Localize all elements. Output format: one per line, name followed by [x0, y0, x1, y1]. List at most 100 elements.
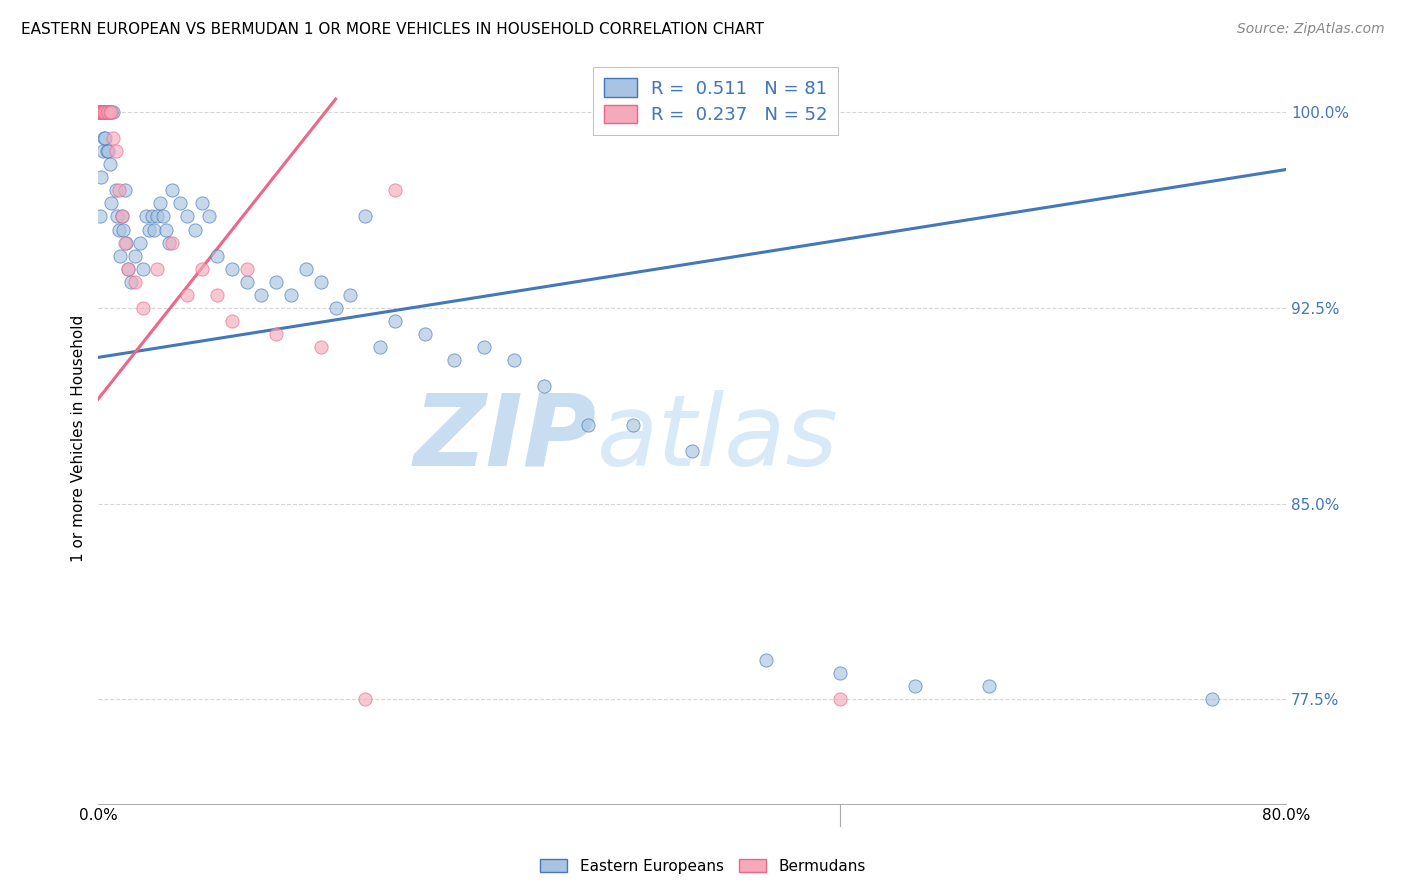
Point — [101, 131, 124, 145]
Point — [89, 105, 111, 120]
Point — [96, 105, 118, 120]
Point — [90, 105, 112, 120]
Point — [89, 105, 111, 120]
Point — [94, 105, 117, 120]
Point — [114, 183, 136, 197]
Point — [91, 105, 114, 120]
Point — [621, 418, 644, 433]
Point — [176, 287, 198, 301]
Point — [90, 105, 112, 120]
Point — [87, 105, 110, 120]
Point — [143, 222, 166, 236]
Point — [339, 287, 361, 301]
Point — [97, 105, 120, 120]
Point — [101, 105, 124, 120]
Point — [96, 145, 118, 159]
Point — [502, 353, 524, 368]
Point — [98, 157, 121, 171]
Point — [681, 444, 703, 458]
Point — [830, 692, 852, 706]
Point — [90, 105, 112, 120]
Point — [105, 210, 128, 224]
Point — [191, 196, 214, 211]
Point — [830, 666, 852, 681]
Point — [146, 210, 169, 224]
Point — [96, 105, 118, 120]
Point — [89, 105, 111, 120]
Point — [131, 301, 153, 315]
Point — [94, 105, 117, 120]
Point — [264, 326, 287, 341]
Legend: R =  0.511   N = 81, R =  0.237   N = 52: R = 0.511 N = 81, R = 0.237 N = 52 — [593, 68, 838, 135]
Text: Source: ZipAtlas.com: Source: ZipAtlas.com — [1237, 22, 1385, 37]
Point — [100, 196, 122, 211]
Point — [90, 170, 112, 185]
Point — [90, 105, 112, 120]
Point — [89, 105, 111, 120]
Point — [87, 105, 110, 120]
Text: EASTERN EUROPEAN VS BERMUDAN 1 OR MORE VEHICLES IN HOUSEHOLD CORRELATION CHART: EASTERN EUROPEAN VS BERMUDAN 1 OR MORE V… — [21, 22, 765, 37]
Point — [157, 235, 180, 250]
Point — [93, 131, 115, 145]
Point — [87, 105, 110, 120]
Point — [93, 105, 115, 120]
Text: atlas: atlas — [598, 390, 838, 487]
Point — [124, 275, 146, 289]
Point — [89, 105, 111, 120]
Point — [93, 105, 115, 120]
Point — [191, 261, 214, 276]
Point — [280, 287, 302, 301]
Point — [977, 679, 1000, 693]
Point — [97, 105, 120, 120]
Point — [250, 287, 273, 301]
Point — [93, 105, 115, 120]
Point — [90, 105, 112, 120]
Point — [413, 326, 436, 341]
Point — [91, 105, 114, 120]
Point — [89, 105, 111, 120]
Point — [205, 249, 228, 263]
Point — [472, 340, 495, 354]
Point — [1201, 692, 1223, 706]
Point — [309, 275, 332, 289]
Point — [90, 105, 112, 120]
Point — [89, 105, 111, 120]
Point — [325, 301, 347, 315]
Point — [221, 314, 243, 328]
Point — [90, 105, 112, 120]
Point — [111, 210, 134, 224]
Point — [89, 105, 111, 120]
Point — [183, 222, 205, 236]
Point — [89, 105, 111, 120]
Point — [89, 105, 111, 120]
Point — [100, 105, 122, 120]
Point — [87, 105, 110, 120]
Point — [443, 353, 465, 368]
Point — [904, 679, 927, 693]
Text: ZIP: ZIP — [413, 390, 598, 487]
Point — [110, 249, 132, 263]
Point — [98, 105, 121, 120]
Point — [205, 287, 228, 301]
Point — [152, 210, 174, 224]
Point — [176, 210, 198, 224]
Point — [135, 210, 157, 224]
Point — [309, 340, 332, 354]
Point — [94, 131, 117, 145]
Point — [120, 275, 142, 289]
Point — [97, 145, 120, 159]
Point — [117, 261, 139, 276]
Point — [384, 314, 406, 328]
Point — [162, 235, 184, 250]
Point — [90, 105, 112, 120]
Point — [141, 210, 163, 224]
Point — [112, 222, 135, 236]
Point — [89, 105, 111, 120]
Point — [89, 105, 111, 120]
Point — [124, 249, 146, 263]
Point — [100, 105, 122, 120]
Point — [115, 235, 138, 250]
Point — [91, 105, 114, 120]
Point — [89, 210, 111, 224]
Y-axis label: 1 or more Vehicles in Household: 1 or more Vehicles in Household — [72, 315, 86, 562]
